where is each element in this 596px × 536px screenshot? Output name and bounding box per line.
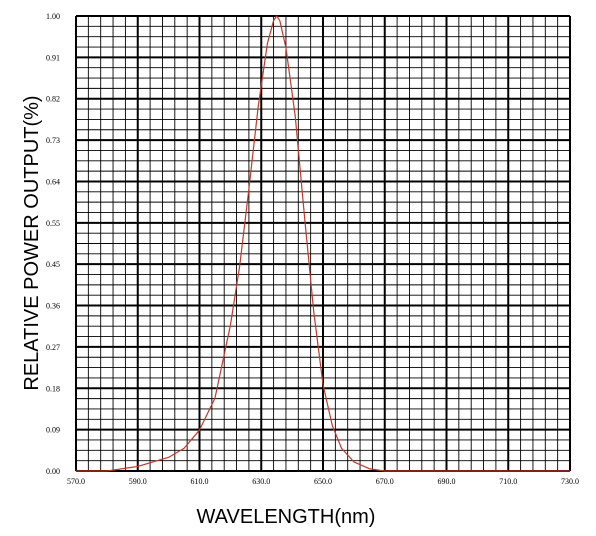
series-line-0 [76, 15, 570, 472]
x-tick-label: 590.0 [129, 477, 147, 486]
x-tick-label: 670.0 [376, 477, 394, 486]
x-tick-label: 610.0 [191, 477, 209, 486]
y-tick-label: 0.36 [46, 302, 60, 311]
y-tick-label: 0.27 [46, 343, 60, 352]
y-tick-label: 0.18 [46, 384, 60, 393]
x-tick-label: 630.0 [252, 477, 270, 486]
y-tick-label: 0.09 [46, 426, 60, 435]
y-tick-label: 0.64 [46, 177, 60, 186]
y-tick-label: 0.00 [46, 467, 60, 476]
grid-layer [75, 15, 571, 472]
curve-layer [76, 15, 570, 472]
x-tick-label: 650.0 [314, 477, 332, 486]
y-tick-label: 0.73 [46, 136, 60, 145]
x-tick-label: 690.0 [438, 477, 456, 486]
y-tick-label: 0.91 [46, 53, 60, 62]
tick-layer: 570.0 590.0 610.0 630.0 650.0 670.0 690.0 710.0… [46, 12, 579, 486]
x-axis-title: WAVELENGTH(nm) [197, 506, 376, 528]
y-tick-label: 0.55 [46, 219, 60, 228]
y-tick-label: 0.82 [46, 95, 60, 104]
y-tick-label: 0.45 [46, 260, 60, 269]
x-tick-label: 710.0 [499, 477, 517, 486]
y-tick-label: 1.00 [46, 12, 60, 21]
x-tick-label: 730.0 [561, 477, 579, 486]
x-tick-label: 570.0 [67, 477, 85, 486]
y-axis-title: RELATIVE POWER OUTPUT(%) [21, 95, 43, 390]
